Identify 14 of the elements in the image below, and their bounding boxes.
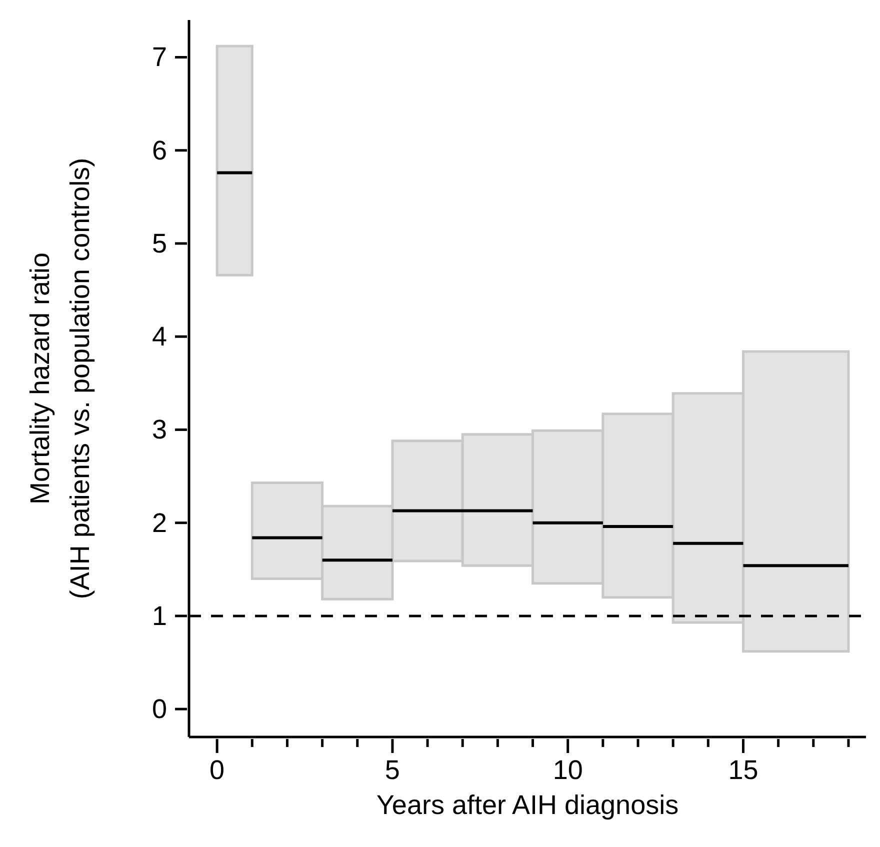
y-tick-label: 7 [152,42,167,72]
y-tick-label: 0 [152,694,167,724]
x-tick-label: 10 [552,755,583,785]
y-tick-label: 3 [152,414,167,445]
x-axis-title: Years after AIH diagnosis [376,790,679,820]
x-tick-label: 0 [210,755,225,785]
y-tick-label: 5 [152,228,167,258]
y-tick-label: 6 [152,135,167,166]
y-tick-label: 4 [152,322,167,352]
x-tick-label: 5 [384,755,400,785]
y-tick-label: 2 [152,508,167,538]
y-axis-title: Mortality hazard ratio (AIH patients vs. population controls) [25,158,95,600]
y-tick-label: 1 [152,600,167,631]
x-tick-label: 15 [728,755,758,785]
